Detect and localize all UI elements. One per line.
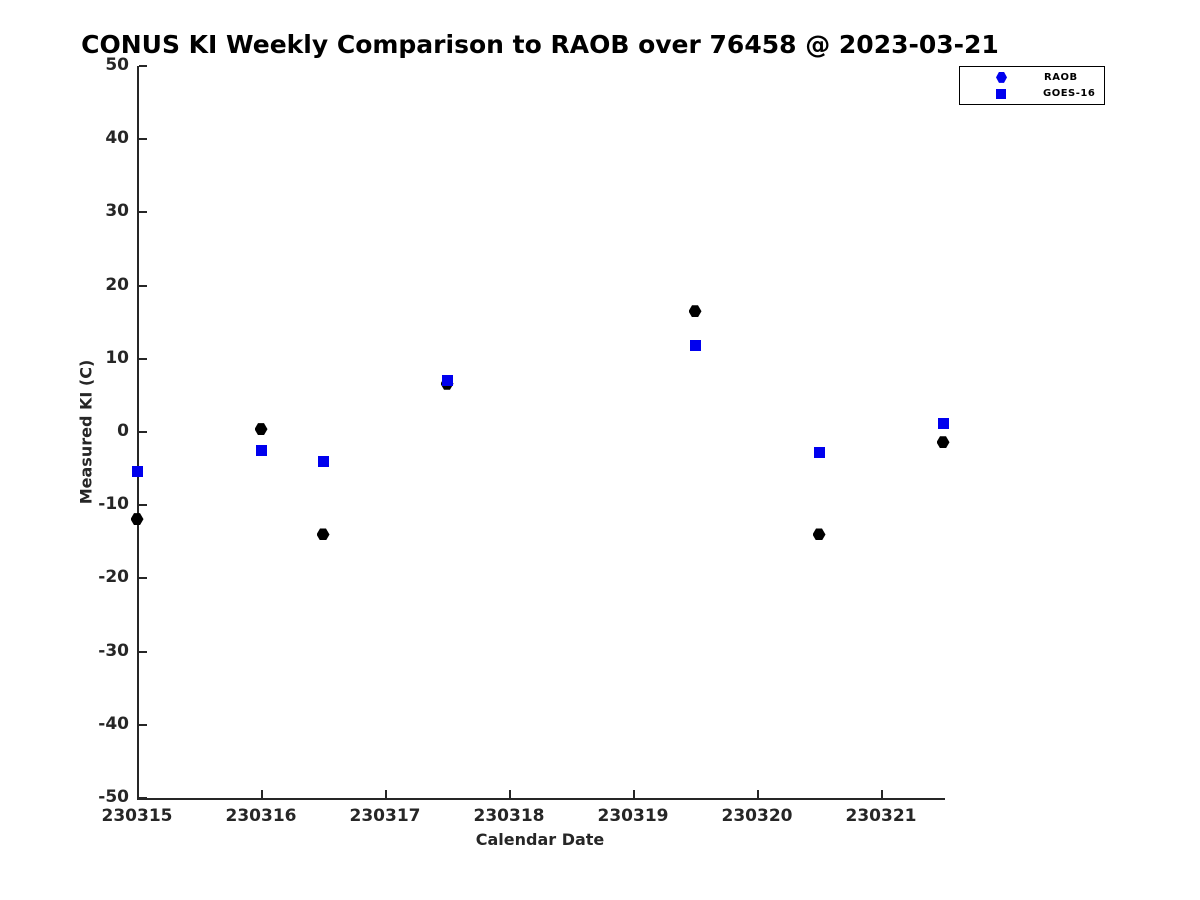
x-tick-label: 230315	[101, 806, 173, 826]
legend-label: RAOB	[1044, 71, 1078, 83]
legend-entry: RAOB	[960, 69, 1104, 85]
x-tick-label: 230317	[349, 806, 421, 826]
data-point-raob	[936, 436, 950, 449]
x-tick-label: 230316	[225, 806, 297, 826]
data-point-raob	[688, 305, 702, 318]
x-tick-label: 230318	[473, 806, 545, 826]
y-tick-label: 10	[105, 347, 129, 368]
data-point-goes-16	[317, 455, 329, 467]
y-tick	[139, 65, 147, 67]
y-tick	[139, 723, 147, 726]
x-tick	[261, 790, 263, 798]
y-tick	[139, 650, 147, 653]
y-tick	[139, 577, 147, 580]
y-tick	[139, 138, 147, 141]
y-tick	[139, 797, 147, 799]
y-tick-label: 30	[105, 201, 129, 222]
y-tick	[139, 211, 147, 214]
plot-area	[137, 65, 945, 800]
data-point-goes-16	[441, 375, 453, 387]
x-tick	[757, 790, 759, 798]
data-point-goes-16	[813, 446, 825, 458]
data-point-goes-16	[131, 466, 143, 478]
y-tick-label: -20	[98, 567, 129, 588]
y-tick-label: 0	[117, 421, 129, 441]
data-point-goes-16	[689, 340, 701, 352]
y-tick	[139, 504, 147, 507]
y-tick-label: -50	[98, 787, 129, 807]
chart-title: CONUS KI Weekly Comparison to RAOB over …	[81, 30, 999, 59]
x-tick-label: 230320	[721, 806, 793, 826]
legend-label: GOES-16	[1043, 88, 1096, 100]
data-point-goes-16	[255, 444, 267, 456]
data-point-raob	[812, 528, 826, 541]
goes-16-marker-icon	[996, 88, 1006, 99]
x-tick	[385, 790, 387, 798]
y-tick	[139, 284, 147, 287]
y-tick	[139, 357, 147, 360]
y-tick	[139, 431, 147, 433]
raob-marker-icon	[996, 71, 1007, 83]
x-tick	[137, 790, 139, 798]
data-point-raob	[316, 528, 330, 541]
y-tick-label: 50	[105, 55, 129, 75]
x-tick	[633, 790, 635, 798]
x-tick-label: 230319	[597, 806, 669, 826]
data-point-goes-16	[937, 418, 949, 430]
data-point-raob	[254, 423, 268, 436]
y-tick-label: -30	[98, 640, 129, 661]
legend-entry: GOES-16	[960, 86, 1104, 102]
x-tick	[509, 790, 511, 798]
y-tick-label: 40	[105, 128, 129, 149]
y-tick-label: -40	[98, 713, 129, 734]
y-tick-label: -10	[98, 494, 129, 515]
legend: RAOB GOES-16	[959, 66, 1105, 105]
x-tick	[881, 790, 883, 798]
data-point-raob	[130, 513, 144, 526]
x-tick-label: 230321	[845, 806, 917, 826]
y-tick-label: 20	[105, 274, 129, 295]
x-axis-label: Calendar Date	[475, 830, 605, 849]
